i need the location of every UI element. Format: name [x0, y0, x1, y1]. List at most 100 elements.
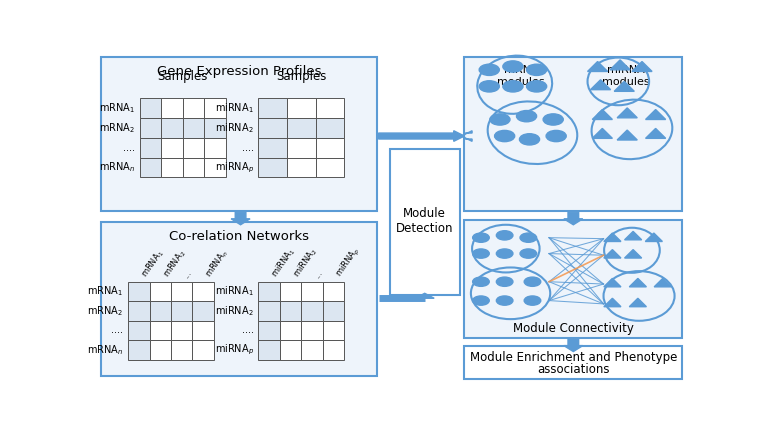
Text: mRNA
modules: mRNA modules	[497, 65, 545, 87]
Circle shape	[520, 134, 539, 145]
Polygon shape	[625, 231, 642, 240]
Text: miRNA$_1$: miRNA$_1$	[269, 246, 299, 280]
Circle shape	[497, 296, 513, 305]
Bar	[140, 157, 161, 178]
Bar	[140, 118, 161, 138]
Text: miRNA
modules: miRNA modules	[602, 65, 649, 87]
Polygon shape	[592, 129, 613, 138]
Circle shape	[543, 114, 563, 125]
Polygon shape	[625, 249, 642, 258]
Bar	[316, 157, 345, 178]
Bar	[316, 118, 345, 138]
FancyArrow shape	[416, 293, 434, 298]
Bar	[193, 321, 214, 340]
Bar	[128, 321, 150, 340]
Circle shape	[520, 249, 536, 258]
Circle shape	[497, 277, 513, 286]
Bar	[183, 118, 204, 138]
Polygon shape	[646, 110, 665, 120]
Bar	[280, 321, 301, 340]
Text: mRNA$_1$: mRNA$_1$	[99, 101, 135, 115]
Bar	[171, 301, 193, 321]
Bar	[140, 138, 161, 157]
Text: Samples: Samples	[276, 70, 326, 83]
Text: miRNA$_p$: miRNA$_p$	[333, 245, 364, 280]
Bar	[465, 346, 682, 379]
Circle shape	[546, 130, 566, 141]
Bar	[322, 301, 345, 321]
Circle shape	[503, 61, 523, 72]
Circle shape	[497, 231, 513, 240]
Polygon shape	[617, 130, 637, 140]
Bar	[258, 321, 280, 340]
Bar	[128, 340, 150, 359]
FancyArrow shape	[461, 131, 472, 141]
Bar	[171, 321, 193, 340]
Text: Gene Expression Profiles: Gene Expression Profiles	[157, 65, 322, 78]
Circle shape	[520, 233, 536, 243]
Bar	[465, 221, 682, 338]
Polygon shape	[592, 110, 613, 120]
Polygon shape	[588, 61, 607, 71]
Circle shape	[479, 64, 500, 75]
Circle shape	[526, 81, 547, 92]
Text: mRNA$_2$: mRNA$_2$	[87, 304, 123, 318]
Polygon shape	[604, 249, 621, 258]
Bar	[322, 340, 345, 359]
Bar	[258, 282, 280, 301]
Bar	[204, 138, 226, 157]
Text: mRNA$_1$: mRNA$_1$	[87, 285, 123, 298]
Bar	[258, 98, 287, 118]
Circle shape	[524, 296, 541, 305]
Bar	[171, 340, 193, 359]
Bar	[140, 98, 161, 118]
FancyArrow shape	[564, 212, 583, 225]
Circle shape	[479, 81, 500, 92]
Bar	[161, 98, 183, 118]
Circle shape	[473, 277, 489, 286]
Polygon shape	[591, 80, 610, 90]
Polygon shape	[646, 129, 665, 138]
Polygon shape	[654, 278, 672, 287]
Circle shape	[526, 64, 547, 75]
Bar	[301, 282, 322, 301]
Bar	[150, 340, 171, 359]
Bar	[204, 98, 226, 118]
Bar	[287, 118, 316, 138]
Bar	[161, 138, 183, 157]
Bar	[102, 57, 377, 211]
Polygon shape	[617, 108, 637, 118]
Bar	[102, 222, 377, 376]
Polygon shape	[630, 278, 646, 287]
Polygon shape	[604, 298, 621, 307]
Text: ....: ....	[241, 143, 254, 153]
FancyArrow shape	[378, 131, 465, 141]
Bar	[301, 301, 322, 321]
Bar	[287, 138, 316, 157]
Bar	[258, 138, 287, 157]
Polygon shape	[646, 233, 662, 242]
Circle shape	[473, 249, 489, 258]
Bar	[171, 282, 193, 301]
Bar	[183, 138, 204, 157]
Bar	[193, 301, 214, 321]
FancyArrow shape	[564, 339, 583, 352]
Bar	[287, 157, 316, 178]
Text: Module Enrichment and Phenotype: Module Enrichment and Phenotype	[470, 351, 677, 364]
Text: Co-relation Networks: Co-relation Networks	[169, 230, 309, 243]
Bar	[150, 301, 171, 321]
Bar	[150, 321, 171, 340]
Bar	[128, 301, 150, 321]
Bar	[183, 157, 204, 178]
Polygon shape	[610, 60, 630, 70]
Bar	[301, 340, 322, 359]
Bar	[280, 282, 301, 301]
Bar	[316, 138, 345, 157]
Bar	[128, 282, 150, 301]
Bar	[258, 301, 280, 321]
Text: ...: ...	[182, 268, 193, 280]
Text: mRNA$_1$: mRNA$_1$	[139, 247, 167, 280]
Circle shape	[516, 111, 536, 122]
Circle shape	[494, 130, 515, 141]
Text: miRNA$_2$: miRNA$_2$	[215, 121, 254, 135]
